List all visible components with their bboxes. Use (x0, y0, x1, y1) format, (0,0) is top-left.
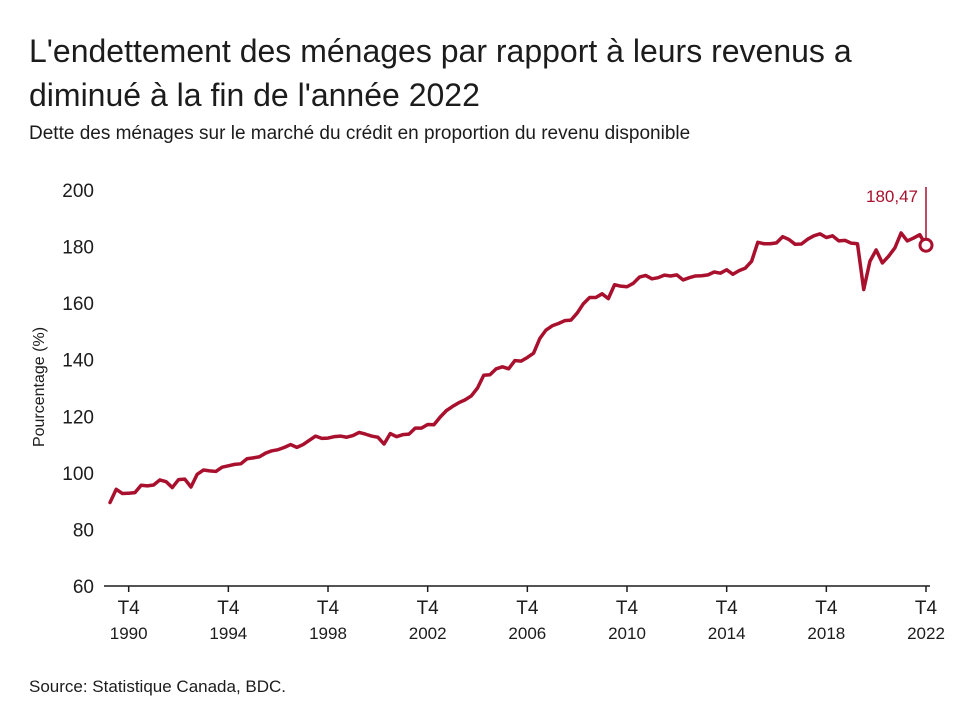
x-tick-quarter: T4 (815, 598, 838, 619)
x-tick-quarter: T4 (516, 598, 539, 619)
x-tick-year: 1998 (309, 624, 347, 643)
annotation-value-label: 180,47 (866, 187, 918, 206)
y-tick-label: 80 (73, 520, 94, 541)
series-line (108, 231, 928, 505)
y-tick-label: 200 (62, 181, 94, 202)
y-tick-label: 100 (62, 464, 94, 485)
y-tick-labels: 60 80 100 120 140 160 180 200 (62, 181, 94, 598)
x-tick-quarter: T4 (317, 598, 340, 619)
x-tick-quarter: T4 (217, 598, 240, 619)
x-tick-quarter: T4 (716, 598, 739, 619)
x-tick-year: 2022 (907, 624, 945, 643)
x-tick-year: 2006 (508, 624, 546, 643)
chart-subtitle: Dette des ménages sur le marché du crédi… (29, 123, 691, 144)
series-layer (108, 231, 928, 505)
y-tick-label: 120 (62, 407, 94, 428)
last-value-annotation: 180,47 (866, 187, 934, 253)
chart-title: L'endettement des ménages par rapport à … (29, 33, 852, 113)
x-tick-year: 1990 (110, 624, 148, 643)
x-tick-year: 2014 (708, 624, 746, 643)
y-axis: Pourcentage (%) 60 80 100 120 140 160 180 200 (31, 181, 94, 598)
x-axis: T4 1990 T4 1994 T4 1998 T4 2002 T4 2006 T4 2010 T4 20… (104, 585, 945, 643)
y-tick-label: 60 (73, 577, 94, 598)
x-tick-year: 2018 (807, 624, 845, 643)
x-ticks: T4 1990 T4 1994 T4 1998 T4 2002 T4 2006 T4 2010 T4 20… (110, 586, 945, 643)
y-tick-label: 180 (62, 238, 94, 259)
x-tick-year: 2010 (608, 624, 646, 643)
y-axis-title: Pourcentage (%) (31, 327, 48, 447)
x-tick-quarter: T4 (417, 598, 440, 619)
x-tick-quarter: T4 (616, 598, 639, 619)
last-point-marker (918, 237, 934, 253)
x-tick-year: 1994 (209, 624, 247, 643)
x-tick-quarter: T4 (118, 598, 141, 619)
x-tick-year: 2002 (409, 624, 447, 643)
y-tick-label: 140 (62, 351, 94, 372)
x-tick-quarter: T4 (915, 598, 938, 619)
source-note: Source: Statistique Canada, BDC. (29, 677, 287, 696)
y-tick-label: 160 (62, 294, 94, 315)
